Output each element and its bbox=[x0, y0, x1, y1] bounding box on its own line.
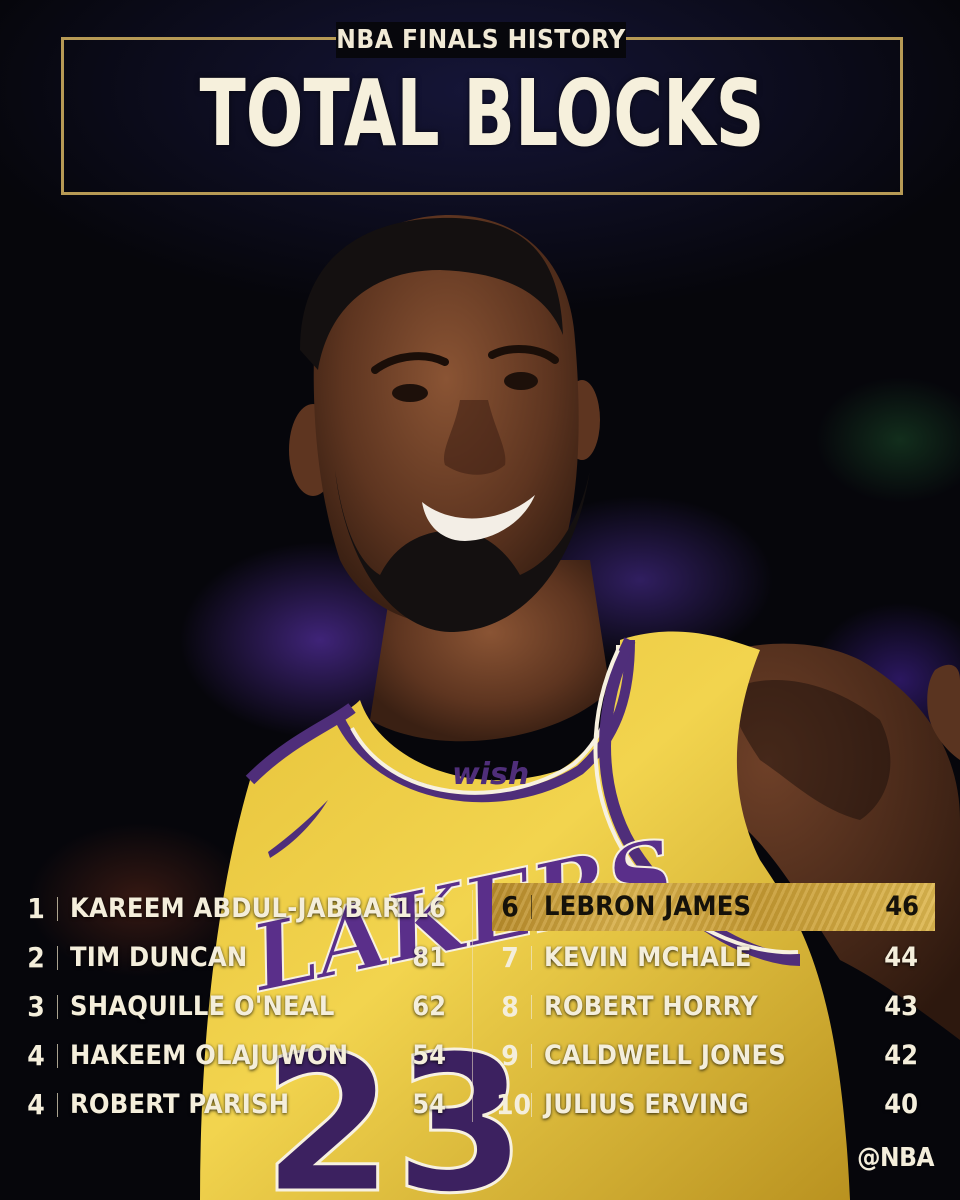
player-name: TIM DUNCAN bbox=[70, 942, 248, 973]
player-hair bbox=[300, 217, 563, 370]
rank-separator bbox=[57, 946, 58, 970]
player-name: ROBERT HORRY bbox=[544, 991, 758, 1022]
rank-number: 3 bbox=[27, 990, 45, 1023]
player-brow-left bbox=[371, 352, 449, 374]
rank-number: 4 bbox=[27, 1039, 45, 1072]
player-name: JULIUS ERVING bbox=[544, 1089, 749, 1120]
rank-number: 4 bbox=[27, 1088, 45, 1121]
jersey-collar bbox=[335, 639, 635, 803]
player-name: HAKEEM OLAJUWON bbox=[70, 1040, 349, 1071]
player-eye-left bbox=[392, 384, 428, 402]
player-beard bbox=[335, 470, 590, 632]
blocks-value: 62 bbox=[412, 991, 446, 1022]
rank-separator bbox=[531, 1044, 532, 1068]
blocks-value: 54 bbox=[412, 1040, 446, 1071]
rank-separator bbox=[531, 995, 532, 1019]
leaderboard-row: 8 ROBERT HORRY 43 bbox=[496, 983, 918, 1031]
hand bbox=[927, 664, 960, 760]
leaderboard-row-highlighted: 6 LEBRON JAMES 46 bbox=[492, 883, 935, 931]
blocks-value: 42 bbox=[884, 1040, 918, 1071]
rank-number: 10 bbox=[496, 1088, 532, 1121]
rank-separator bbox=[57, 897, 58, 921]
rank-separator bbox=[531, 1093, 532, 1117]
player-smile bbox=[422, 495, 535, 541]
jersey-armhole-inner bbox=[593, 649, 799, 955]
player-name: ROBERT PARISH bbox=[70, 1089, 290, 1120]
column-divider bbox=[472, 890, 473, 1122]
rank-number: 2 bbox=[27, 941, 45, 974]
leaderboard-row: 7 KEVIN MCHALE 44 bbox=[496, 934, 918, 982]
leaderboard-row: 2 TIM DUNCAN 81 bbox=[22, 934, 446, 982]
rank-separator bbox=[57, 995, 58, 1019]
blocks-value: 54 bbox=[412, 1089, 446, 1120]
player-name: LEBRON JAMES bbox=[544, 891, 752, 922]
leaderboard-row: 4 HAKEEM OLAJUWON 54 bbox=[22, 1032, 446, 1080]
blocks-value: 116 bbox=[395, 893, 446, 924]
rank-number: 1 bbox=[27, 892, 45, 925]
leaderboard-row: 4 ROBERT PARISH 54 bbox=[22, 1081, 446, 1129]
arm-tattoo bbox=[730, 680, 891, 820]
player-brow-right bbox=[488, 345, 559, 364]
leaderboard-row: 3 SHAQUILLE O'NEAL 62 bbox=[22, 983, 446, 1031]
rank-separator bbox=[57, 1093, 58, 1117]
rank-number: 6 bbox=[501, 890, 519, 923]
rank-separator bbox=[531, 895, 532, 919]
header-kicker: NBA FINALS HISTORY bbox=[336, 22, 626, 58]
rank-number: 7 bbox=[501, 941, 519, 974]
leaderboard-row: 9 CALDWELL JONES 42 bbox=[496, 1032, 918, 1080]
leaderboard-row: 1 KAREEM ABDUL-JABBAR 116 bbox=[22, 885, 446, 933]
rank-number: 8 bbox=[501, 990, 519, 1023]
blocks-value: 44 bbox=[884, 942, 918, 973]
blocks-value: 43 bbox=[884, 991, 918, 1022]
rank-separator bbox=[57, 1044, 58, 1068]
player-name: SHAQUILLE O'NEAL bbox=[70, 991, 335, 1022]
blocks-value: 81 bbox=[412, 942, 446, 973]
player-nose bbox=[443, 400, 506, 475]
blocks-value: 40 bbox=[884, 1089, 918, 1120]
leaderboard-row: 10 JULIUS ERVING 40 bbox=[496, 1081, 918, 1129]
jersey-left-trim bbox=[245, 703, 356, 785]
jersey-armhole bbox=[599, 637, 801, 966]
jersey-number: 23 bbox=[262, 1014, 526, 1200]
rank-separator bbox=[531, 946, 532, 970]
page-title: TOTAL BLOCKS bbox=[199, 60, 765, 167]
player-name: KAREEM ABDUL-JABBAR bbox=[70, 893, 402, 924]
brand-handle: @NBA bbox=[857, 1143, 934, 1173]
jersey-sponsor-text: wish bbox=[452, 757, 529, 792]
player-name: CALDWELL JONES bbox=[544, 1040, 786, 1071]
nike-swoosh-icon bbox=[268, 800, 328, 858]
rank-number: 9 bbox=[501, 1039, 519, 1072]
player-eye-right bbox=[504, 372, 538, 390]
blocks-value: 46 bbox=[885, 891, 919, 922]
player-name: KEVIN MCHALE bbox=[544, 942, 752, 973]
